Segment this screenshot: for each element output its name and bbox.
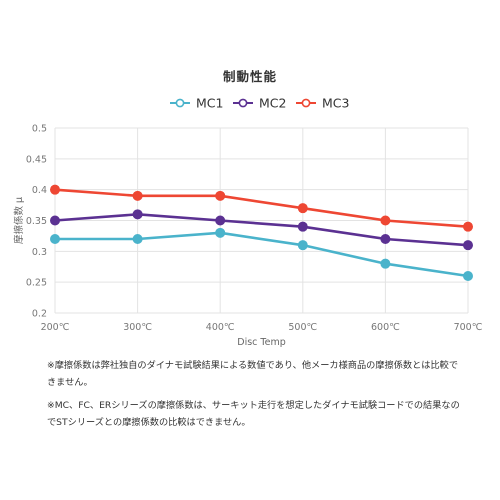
data-point-mc3 xyxy=(132,190,143,201)
y-tick-label: 0.45 xyxy=(26,154,47,165)
data-point-mc3 xyxy=(215,190,226,201)
data-point-mc1 xyxy=(380,258,391,269)
data-point-mc2 xyxy=(132,209,143,220)
y-tick-label: 0.35 xyxy=(26,216,47,227)
series-line-mc2 xyxy=(54,213,469,247)
data-point-mc1 xyxy=(50,234,60,244)
data-point-mc2 xyxy=(215,215,226,226)
footnote-1: ※摩擦係数は弊社独自のダイナモ試験結果による数値であり、他メーカ様商品の摩擦係数… xyxy=(47,360,459,388)
x-tick-label: 400℃ xyxy=(206,322,235,333)
legend-label: MC1 xyxy=(196,96,223,111)
y-tick-label: 0.25 xyxy=(26,278,47,289)
legend-item-mc2: MC2 xyxy=(233,96,286,111)
footnote-2: ※MC、FC、ERシリーズの摩擦係数は、サーキット走行を想定したダイナモ試験コー… xyxy=(47,400,460,428)
data-point-mc1 xyxy=(297,240,308,251)
data-point-mc2 xyxy=(463,240,473,251)
y-tick-label: 0.4 xyxy=(32,185,47,196)
data-point-mc3 xyxy=(380,215,391,226)
data-point-mc1 xyxy=(215,227,226,238)
legend-marker xyxy=(175,98,185,108)
series-line-mc3 xyxy=(54,188,469,228)
series-line-mc1 xyxy=(55,231,469,278)
data-point-mc2 xyxy=(50,215,60,226)
x-tick-label: 500℃ xyxy=(288,322,317,333)
x-tick-label: 600℃ xyxy=(371,322,400,333)
data-point-mc2 xyxy=(297,221,308,232)
chart-title: 制動性能 xyxy=(222,69,277,84)
legend-label: MC2 xyxy=(259,96,286,111)
data-point-mc3 xyxy=(463,221,473,232)
y-tick-label: 0.5 xyxy=(32,124,47,135)
y-tick-label: 0.2 xyxy=(32,309,47,320)
x-tick-label: 700℃ xyxy=(454,322,483,333)
y-axis-label: 摩擦係数 μ xyxy=(13,197,25,244)
data-point-mc2 xyxy=(380,234,391,244)
x-axis-label: Disc Temp xyxy=(237,337,285,348)
legend-item-mc1: MC1 xyxy=(170,96,223,111)
legend-label: MC3 xyxy=(322,96,349,111)
legend-marker xyxy=(301,98,311,108)
y-tick-label: 0.3 xyxy=(32,247,47,258)
legend-marker xyxy=(238,98,248,108)
data-point-mc1 xyxy=(463,271,473,281)
x-tick-label: 300℃ xyxy=(123,322,152,333)
data-point-mc1 xyxy=(132,234,143,244)
x-tick-label: 200℃ xyxy=(41,322,70,333)
data-point-mc3 xyxy=(297,203,308,214)
legend-item-mc3: MC3 xyxy=(296,96,349,111)
data-point-mc3 xyxy=(50,184,60,195)
